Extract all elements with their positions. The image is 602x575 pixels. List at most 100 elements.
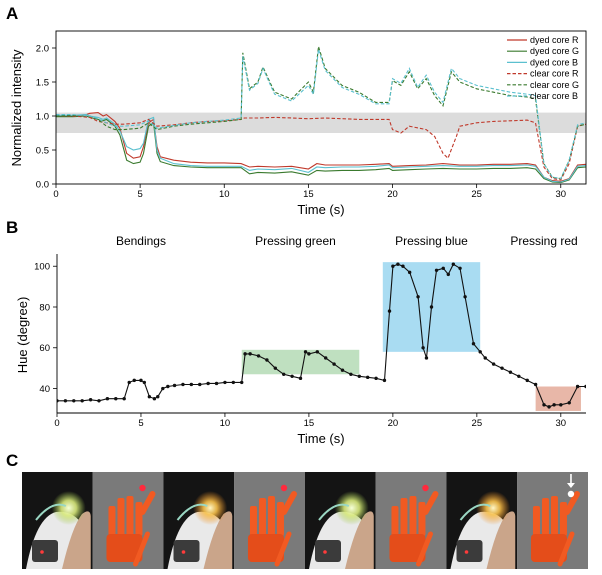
hue-point xyxy=(567,401,571,405)
y-tick-label-b: 80 xyxy=(39,302,50,313)
hue-point xyxy=(421,346,425,350)
hue-point xyxy=(483,356,487,360)
hue-point xyxy=(166,384,170,389)
hue-point xyxy=(349,372,353,376)
palm-model xyxy=(247,534,284,562)
contact-marker-dot xyxy=(280,484,288,492)
hue-point xyxy=(441,266,445,270)
finger-model xyxy=(391,506,399,536)
hue-point xyxy=(161,386,165,391)
x-axis-title-a: Time (s) xyxy=(297,202,344,217)
light-glow xyxy=(476,491,511,525)
finger-model xyxy=(135,502,143,536)
finger-model xyxy=(108,506,116,536)
photo-frame-hand xyxy=(22,472,93,569)
hue-point xyxy=(559,403,563,407)
hue-point xyxy=(147,394,152,399)
status-led xyxy=(181,550,186,554)
x-tick-label-a: 25 xyxy=(471,189,482,200)
legend-entry: dyed core B xyxy=(530,57,578,67)
finger-model xyxy=(258,498,266,536)
hue-point xyxy=(491,362,496,366)
hue-point xyxy=(407,270,412,275)
photo-frame-render xyxy=(517,472,588,569)
hue-point xyxy=(172,383,177,388)
palm-model xyxy=(530,534,567,562)
intensity-series-group xyxy=(56,46,586,184)
photo-frame-render xyxy=(92,472,164,569)
thumb-model xyxy=(563,491,580,515)
hue-point xyxy=(471,341,476,346)
hue-point xyxy=(434,268,439,273)
palm-model xyxy=(106,534,143,562)
thumb-model xyxy=(280,491,297,515)
finger-model xyxy=(267,496,275,536)
region-labels: Bendings Pressing green Pressing blue Press… xyxy=(116,234,578,248)
x-tick-label-a: 5 xyxy=(137,189,142,200)
thumb-model xyxy=(422,491,439,515)
finger-model xyxy=(126,496,134,536)
y-tick-label-b: 40 xyxy=(39,384,50,395)
thumb-model xyxy=(139,491,156,515)
helper-hand xyxy=(203,511,233,569)
x-tick-label-b: 15 xyxy=(304,418,315,429)
photo-frame-render xyxy=(375,472,447,569)
hue-point xyxy=(248,352,252,356)
contact-marker-dot xyxy=(567,490,575,498)
y-tick-label-a: 0.0 xyxy=(36,179,49,190)
photo-frame-render xyxy=(234,472,305,569)
photo-strip xyxy=(22,472,588,569)
x-tick-label-b: 25 xyxy=(472,418,483,429)
photo-frame-hand xyxy=(446,472,518,569)
helper-hand xyxy=(486,511,516,569)
wrist-band xyxy=(456,540,483,562)
wrist-band xyxy=(32,540,58,562)
hue-point xyxy=(391,264,395,268)
x-tick-label-b: 0 xyxy=(54,418,59,429)
hue-point xyxy=(72,399,76,403)
hue-point xyxy=(332,362,336,366)
optical-fiber xyxy=(459,503,491,521)
wrist-band xyxy=(173,540,200,562)
finger-model xyxy=(117,498,125,536)
series-line-dyed-core-B xyxy=(56,114,586,183)
hue-point xyxy=(122,397,126,401)
hue-point xyxy=(533,382,538,387)
axis-ticks-a: 0 5 10 15 20 25 30 0.0 0.5 1.0 1.5 2.0 xyxy=(36,43,566,200)
legend-entry: clear core R xyxy=(530,69,579,79)
tool-model xyxy=(557,531,575,567)
hue-point xyxy=(382,378,387,383)
hue-point xyxy=(429,305,434,309)
region-label: Pressing red xyxy=(510,234,577,248)
hue-point xyxy=(63,399,68,403)
hue-point xyxy=(156,394,160,399)
y-axis-title-b: Hue (degree) xyxy=(15,297,30,374)
x-tick-label-a: 10 xyxy=(219,189,230,200)
hue-point xyxy=(315,350,320,354)
helper-hand xyxy=(62,511,91,569)
y-tick-label-b: 60 xyxy=(39,343,50,354)
status-led xyxy=(40,550,44,554)
hue-series-group xyxy=(57,262,586,409)
optical-fiber xyxy=(176,503,208,521)
hue-point xyxy=(256,354,261,358)
legend-entry: dyed core G xyxy=(530,46,579,56)
x-tick-label-a: 20 xyxy=(387,189,398,200)
y-tick-label-a: 1.0 xyxy=(36,111,49,122)
y-tick-label-a: 0.5 xyxy=(36,145,49,156)
palm-model xyxy=(389,534,426,562)
hue-point xyxy=(424,356,429,360)
x-tick-label-b: 10 xyxy=(220,418,231,429)
tool-model xyxy=(416,531,433,567)
hue-point xyxy=(401,264,405,268)
y-tick-label-a: 2.0 xyxy=(36,43,49,54)
hue-point xyxy=(298,376,303,381)
hue-point xyxy=(451,262,456,266)
hue-point xyxy=(198,382,202,387)
hue-point xyxy=(307,352,311,356)
hue-point xyxy=(240,380,244,385)
helper-hand xyxy=(345,511,374,569)
x-tick-label-a: 0 xyxy=(53,189,58,200)
hue-point xyxy=(525,378,529,383)
